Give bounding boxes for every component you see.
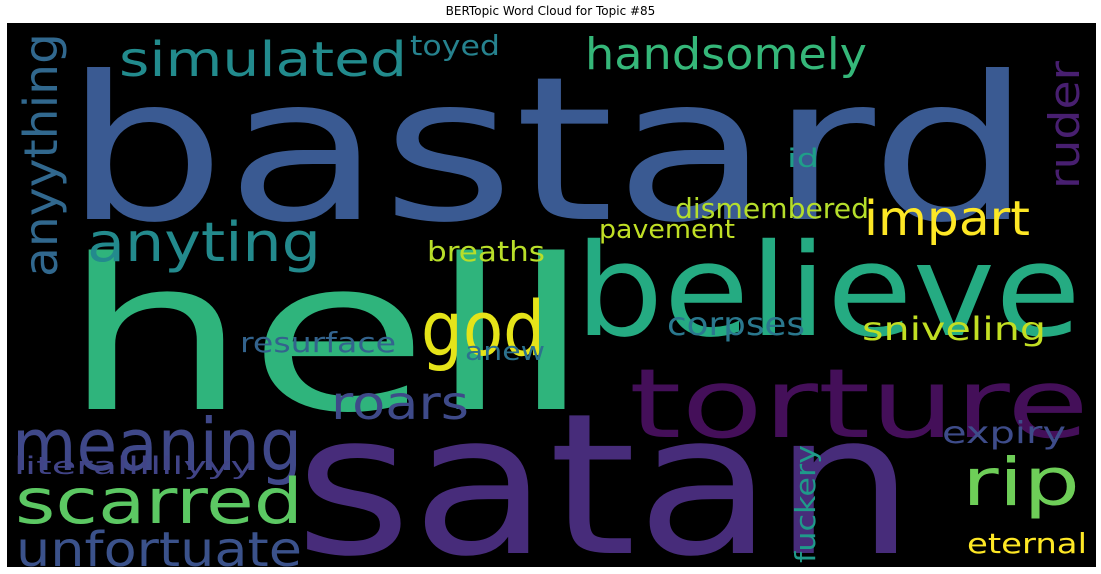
word-id: id [787,144,819,174]
word-rip: rip [962,444,1080,521]
word-handsomely: handsomely [585,29,867,80]
word-ruder: ruder [1040,60,1089,189]
word-scarred: scarred [15,465,303,538]
word-pavement: pavement [599,215,735,245]
word-breaths: breaths [427,235,545,268]
word-cloud: bastard satan hell believe torture meani… [7,23,1096,567]
word-believe: believe [575,217,1081,366]
word-simulated: simulated [119,32,407,88]
word-hell: hell [62,214,592,459]
word-unfortuate: unfortuate [16,522,302,567]
word-bastard: bastard [64,34,1032,267]
word-expiry: expiry [942,416,1066,451]
word-cloud-canvas: bastard satan hell believe torture meani… [12,29,1089,567]
word-satan: satan [295,372,915,567]
word-toyed: toyed [410,29,500,62]
word-impart: impart [864,191,1030,247]
word-dismembered: dismembered [675,192,869,225]
word-torture: torture [629,348,1089,460]
word-roars: roars [331,376,469,430]
chart-title: BERTopic Word Cloud for Topic #85 [445,4,656,18]
word-god: god [421,284,545,373]
word-sniveling: sniveling [862,310,1046,348]
word-anew: anew [465,337,545,367]
word-anyything: anyything [14,33,68,277]
word-eternal: eternal [967,527,1087,560]
word-corpses: corpses [667,305,805,343]
word-fuckery: fuckery [789,445,822,563]
word-meaning: meaning [12,403,302,487]
word-resurface: resurface [240,326,396,359]
word-anyting: anyting [87,211,321,274]
word-literallllllyyy: literallllllyyy [14,452,254,480]
